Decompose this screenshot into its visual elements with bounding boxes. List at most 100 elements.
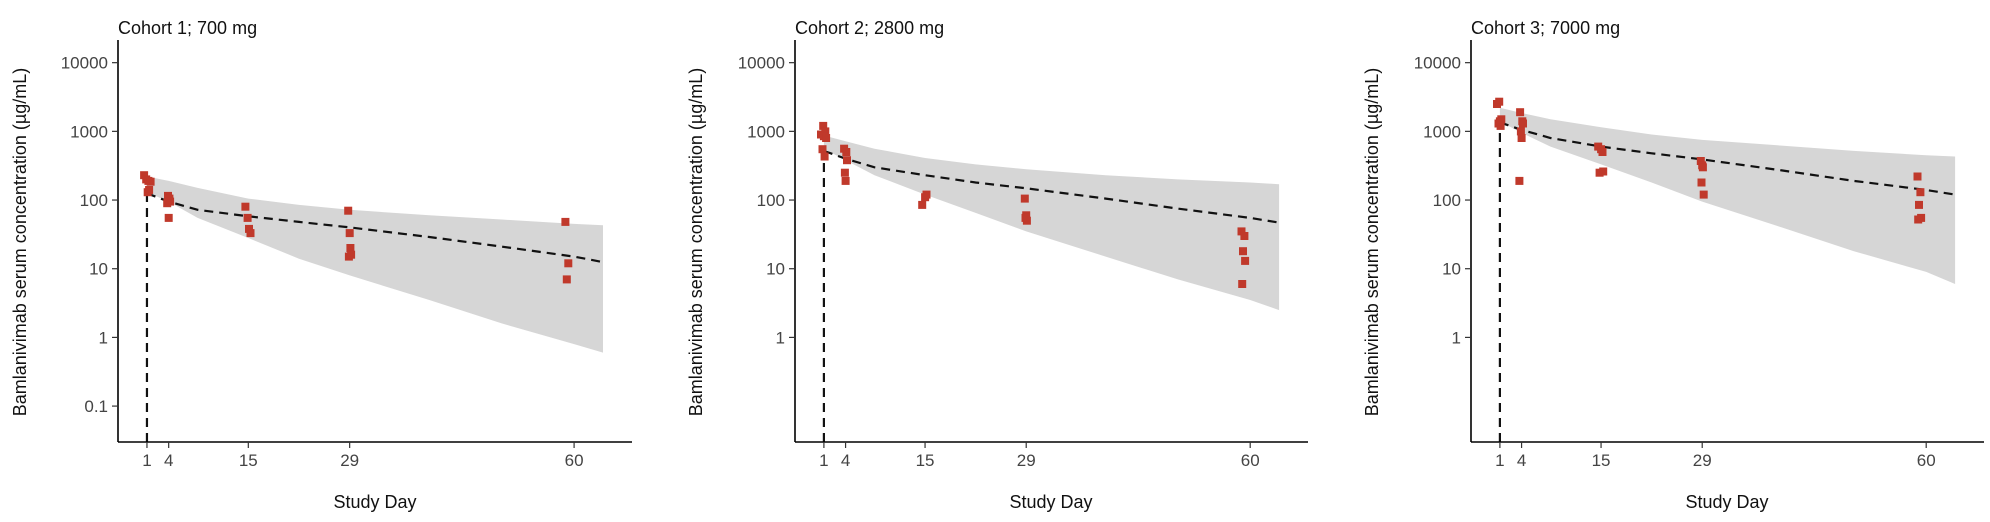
y-tick-label: 10 <box>89 260 108 279</box>
x-tick-label: 1 <box>142 451 151 470</box>
observed-point <box>561 217 570 226</box>
observed-point <box>1495 97 1504 106</box>
y-tick-label: 10000 <box>738 54 785 73</box>
observed-point <box>841 176 850 185</box>
y-tick-label: 1 <box>99 328 108 347</box>
observed-point <box>246 229 255 238</box>
y-tick-label: 10 <box>1442 260 1461 279</box>
observed-point <box>1519 119 1527 128</box>
y-tick-label: 10 <box>766 260 785 279</box>
observed-point <box>1696 157 1705 165</box>
x-axis-label: Study Day <box>1009 492 1092 512</box>
observed-point <box>1517 134 1526 142</box>
panel-title: Cohort 2; 2800 mg <box>795 18 944 38</box>
observed-point <box>1916 188 1925 197</box>
x-tick-label: 4 <box>841 451 850 470</box>
y-axis-label: Bamlanivimab serum concentration (µg/mL) <box>1362 68 1382 417</box>
observed-point <box>245 224 253 233</box>
observed-point <box>345 229 354 238</box>
y-tick-label: 1 <box>776 328 785 347</box>
observed-point <box>564 259 573 268</box>
y-axis-label: Bamlanivimab serum concentration (µg/mL) <box>686 68 706 417</box>
y-tick-label: 10000 <box>61 54 108 73</box>
observed-point <box>1021 213 1030 222</box>
observed-point <box>1598 148 1607 156</box>
median-prediction-line <box>823 149 1280 224</box>
observed-point <box>821 127 830 136</box>
x-tick-label: 4 <box>164 451 173 470</box>
prediction-interval-band <box>823 135 1280 311</box>
observed-point <box>819 121 828 130</box>
x-tick-label: 4 <box>1517 451 1526 470</box>
x-tick-label: 15 <box>239 451 258 470</box>
observed-point <box>347 250 356 259</box>
observed-point <box>1020 194 1029 203</box>
observed-point <box>241 202 250 211</box>
y-tick-label: 100 <box>1433 191 1461 210</box>
observed-point <box>822 134 831 142</box>
x-tick-label: 60 <box>1241 451 1260 470</box>
y-tick-label: 1 <box>1452 328 1461 347</box>
x-tick-label: 15 <box>1592 451 1611 470</box>
panel-title: Cohort 1; 700 mg <box>118 18 257 38</box>
y-axis-label: Bamlanivimab serum concentration (µg/mL) <box>10 68 30 417</box>
observed-point <box>1913 172 1922 181</box>
x-tick-label: 29 <box>1017 451 1036 470</box>
observed-point <box>1697 178 1706 187</box>
observed-point <box>843 156 851 165</box>
x-tick-label: 29 <box>340 451 359 470</box>
observed-point <box>1914 215 1923 224</box>
x-axis-label: Study Day <box>333 492 416 512</box>
observed-point <box>145 186 154 194</box>
x-tick-label: 60 <box>565 451 584 470</box>
x-tick-label: 29 <box>1693 451 1712 470</box>
observed-point <box>164 213 173 222</box>
observed-point <box>1915 200 1923 209</box>
median-prediction-line <box>1499 121 1956 196</box>
observed-point <box>1515 176 1524 185</box>
observed-point <box>1495 117 1504 126</box>
prediction-interval-band <box>147 176 603 353</box>
observed-point <box>140 171 149 180</box>
y-tick-label: 100 <box>80 191 108 210</box>
x-tick-label: 1 <box>1495 451 1504 470</box>
observed-point <box>918 200 927 209</box>
observed-point <box>820 152 829 161</box>
y-tick-label: 10000 <box>1414 54 1461 73</box>
x-tick-label: 15 <box>916 451 935 470</box>
panel-title: Cohort 3; 7000 mg <box>1471 18 1620 38</box>
observed-point <box>146 177 155 186</box>
observed-point <box>562 275 571 284</box>
observed-point <box>163 199 172 208</box>
y-tick-label: 1000 <box>747 122 785 141</box>
observed-point <box>922 190 931 199</box>
x-tick-label: 60 <box>1917 451 1936 470</box>
observed-point <box>344 206 353 215</box>
median-prediction-line <box>146 192 604 264</box>
observed-point <box>1599 167 1608 176</box>
observed-point <box>818 145 827 154</box>
observed-point <box>243 213 252 222</box>
observed-point <box>1699 190 1708 199</box>
observed-point <box>1241 256 1250 265</box>
observed-point <box>1516 127 1525 136</box>
observed-point <box>1239 247 1247 256</box>
observed-point <box>1240 232 1249 240</box>
observed-point <box>1698 163 1707 172</box>
observed-point <box>840 168 849 177</box>
y-tick-label: 1000 <box>1423 122 1461 141</box>
observed-point <box>1516 108 1525 117</box>
prediction-interval-band <box>1499 107 1956 284</box>
observed-point <box>1238 280 1247 288</box>
y-tick-label: 100 <box>757 191 785 210</box>
x-axis-label: Study Day <box>1685 492 1768 512</box>
observed-point <box>1237 227 1246 236</box>
y-tick-label: 1000 <box>70 122 108 141</box>
